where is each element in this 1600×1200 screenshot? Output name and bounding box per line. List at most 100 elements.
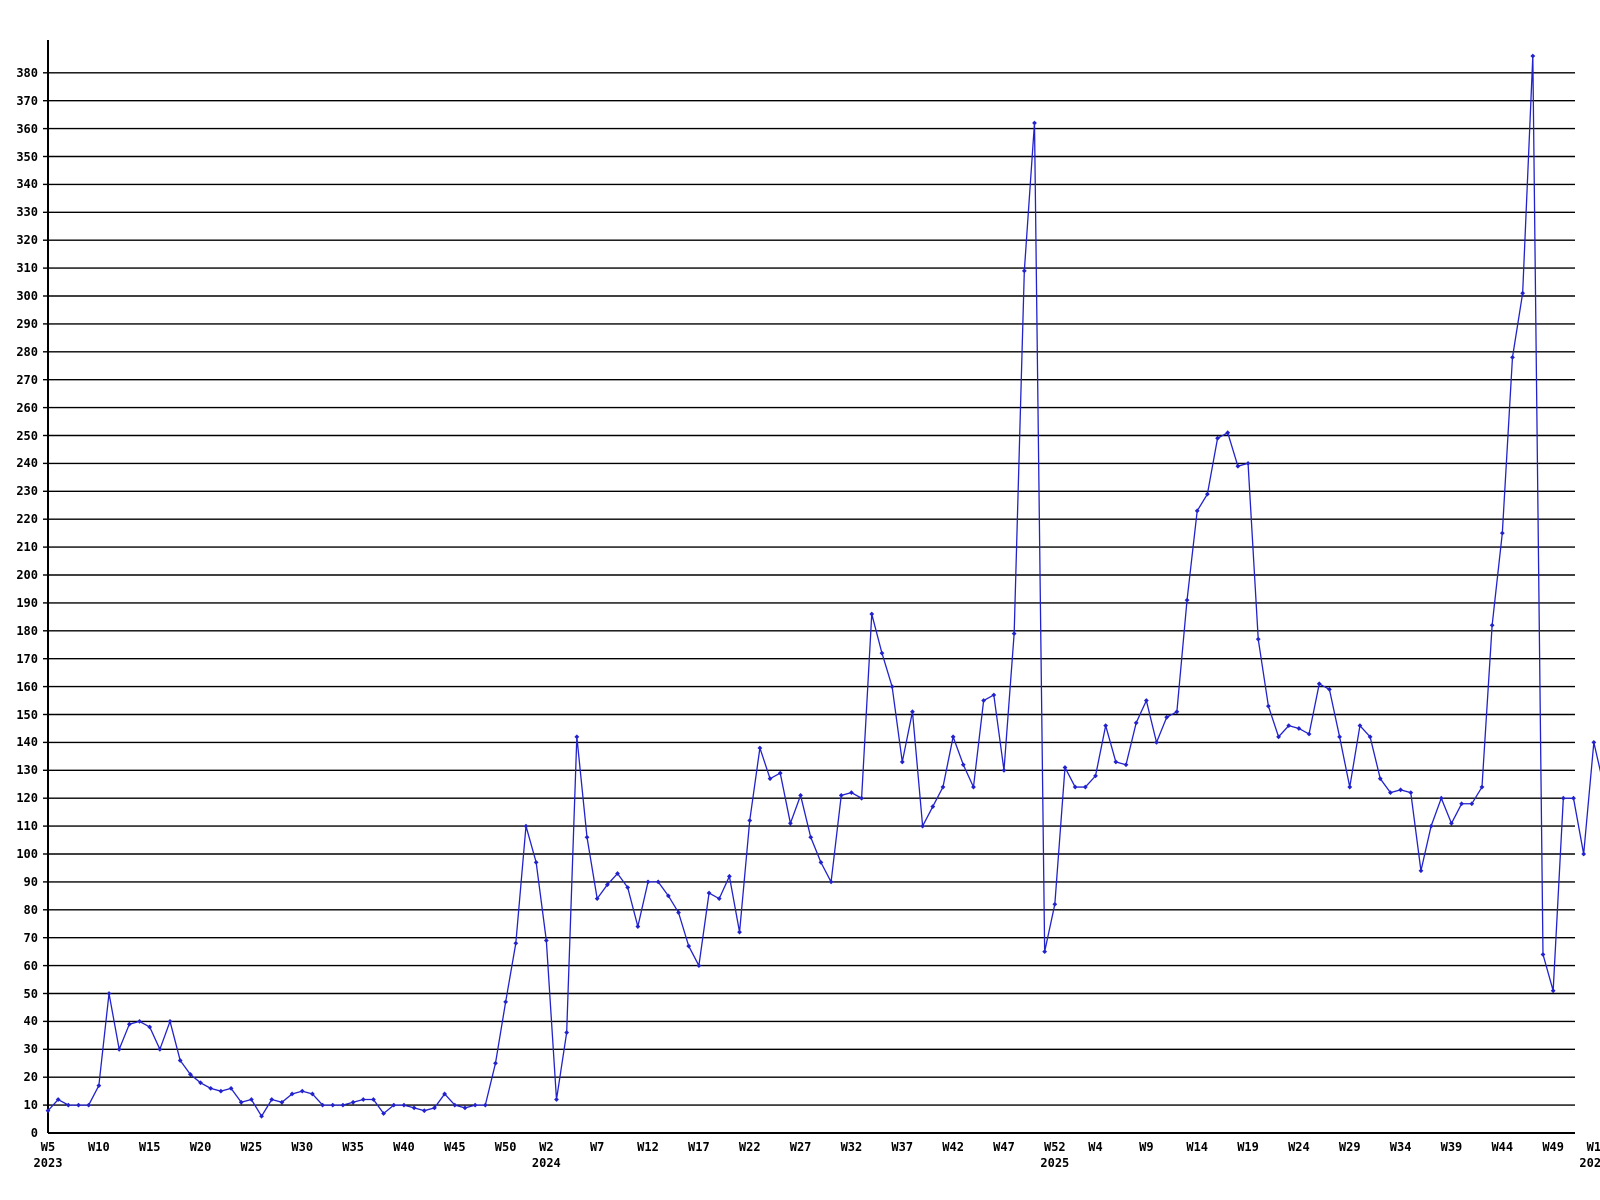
data-point-marker	[1388, 790, 1393, 796]
x-tick-label: W30	[291, 1140, 314, 1154]
data-point-marker	[1103, 723, 1109, 729]
y-tick-label: 80	[23, 902, 38, 917]
axis-lines-group	[43, 40, 1575, 1134]
data-point-marker	[513, 940, 519, 946]
y-tick-label: 220	[16, 512, 38, 527]
data-point-marker	[401, 1102, 407, 1108]
data-point-marker	[604, 882, 610, 888]
data-point-marker	[798, 793, 803, 798]
data-point-marker	[1154, 740, 1159, 745]
data-point-marker	[65, 1102, 71, 1108]
data-point-marker	[1398, 787, 1404, 793]
y-tick-label: 200	[16, 568, 38, 582]
x-tick-label: W52	[1043, 1140, 1066, 1154]
x-axis-year-label: 2026	[1579, 1156, 1600, 1170]
data-point-marker	[828, 879, 834, 885]
data-point-marker	[503, 999, 509, 1005]
y-tick-label: 180	[16, 623, 38, 638]
data-point-marker	[259, 1113, 264, 1119]
x-tick-label: W37	[891, 1140, 914, 1154]
x-tick-label: W42	[942, 1140, 964, 1154]
y-tick-label: 330	[16, 205, 38, 220]
data-point-marker	[1143, 698, 1149, 703]
x-tick-label: W45	[443, 1140, 466, 1154]
data-point-marker	[554, 1097, 559, 1102]
data-point-marker	[574, 734, 580, 740]
x-tick-label: W9	[1139, 1140, 1154, 1154]
y-tick-label: 160	[16, 679, 38, 694]
data-point-marker	[594, 896, 600, 902]
data-point-marker	[1428, 823, 1434, 829]
data-point-marker	[1306, 731, 1312, 737]
data-point-marker	[45, 1108, 51, 1114]
data-point-marker	[523, 823, 529, 829]
gridlines-group	[48, 72, 1575, 1106]
data-point-marker	[1093, 773, 1098, 779]
data-point-marker	[1255, 636, 1261, 642]
x-tick-label: W50	[494, 1140, 517, 1154]
x-tick-label: W4	[1088, 1140, 1103, 1154]
data-point-marker	[737, 929, 742, 935]
data-point-marker	[493, 1060, 498, 1066]
data-point-marker	[808, 834, 814, 840]
data-point-marker	[269, 1097, 275, 1102]
x-tick-label: W15	[138, 1140, 161, 1154]
data-point-marker	[1347, 784, 1353, 790]
data-series-group	[47, 56, 1600, 1118]
y-tick-label: 380	[16, 65, 38, 80]
data-point-marker	[1164, 714, 1170, 720]
data-point-marker	[1032, 120, 1037, 126]
data-point-marker	[1286, 723, 1292, 729]
y-tick-label: 40	[23, 1014, 38, 1029]
data-point-marker	[584, 834, 590, 840]
x-tick-label: W25	[240, 1140, 263, 1154]
data-point-marker	[472, 1102, 478, 1108]
data-point-marker	[1418, 868, 1424, 874]
y-tick-label: 70	[23, 930, 38, 945]
data-point-marker	[157, 1046, 163, 1052]
data-point-marker	[859, 795, 864, 801]
data-point-marker	[676, 910, 681, 915]
data-point-marker	[432, 1105, 437, 1111]
data-point-marker	[187, 1072, 193, 1077]
data-point-marker	[757, 745, 763, 751]
y-tick-label: 350	[16, 149, 38, 164]
data-point-marker	[1123, 762, 1129, 768]
x-tick-label: W7	[589, 1140, 605, 1154]
x-tick-label: W5	[40, 1140, 56, 1154]
data-point-marker	[838, 793, 844, 798]
data-point-marker	[310, 1091, 315, 1097]
y-tick-label: 260	[16, 400, 38, 415]
data-point-marker	[1276, 734, 1281, 740]
y-tick-label: 10	[23, 1098, 38, 1113]
data-point-marker	[1377, 776, 1383, 782]
x-tick-label: W32	[840, 1140, 863, 1154]
data-point-marker	[716, 896, 722, 902]
data-point-marker	[279, 1099, 285, 1105]
data-point-marker	[1459, 801, 1465, 807]
y-tick-label: 270	[16, 372, 38, 387]
data-point-marker	[411, 1105, 417, 1111]
series-line	[47, 56, 1600, 1118]
data-point-marker	[1072, 784, 1078, 790]
data-point-marker	[76, 1102, 81, 1108]
x-tick-label: W10	[88, 1140, 110, 1154]
data-point-marker	[1479, 784, 1485, 790]
data-point-marker	[686, 943, 692, 949]
data-point-marker	[350, 1099, 356, 1105]
data-point-marker	[177, 1058, 183, 1063]
data-point-marker	[981, 698, 987, 703]
data-point-marker	[1174, 709, 1180, 715]
data-point-marker	[381, 1111, 387, 1116]
y-tick-label: 0	[30, 1126, 38, 1140]
data-point-marker	[1489, 622, 1495, 628]
data-point-marker	[869, 611, 875, 617]
data-point-marker	[1235, 463, 1241, 469]
data-point-marker	[1296, 726, 1302, 731]
data-point-marker	[950, 734, 956, 740]
y-tick-label: 170	[16, 651, 38, 666]
data-point-marker	[706, 890, 712, 896]
data-point-marker	[1062, 765, 1068, 770]
data-point-marker	[1581, 851, 1587, 857]
